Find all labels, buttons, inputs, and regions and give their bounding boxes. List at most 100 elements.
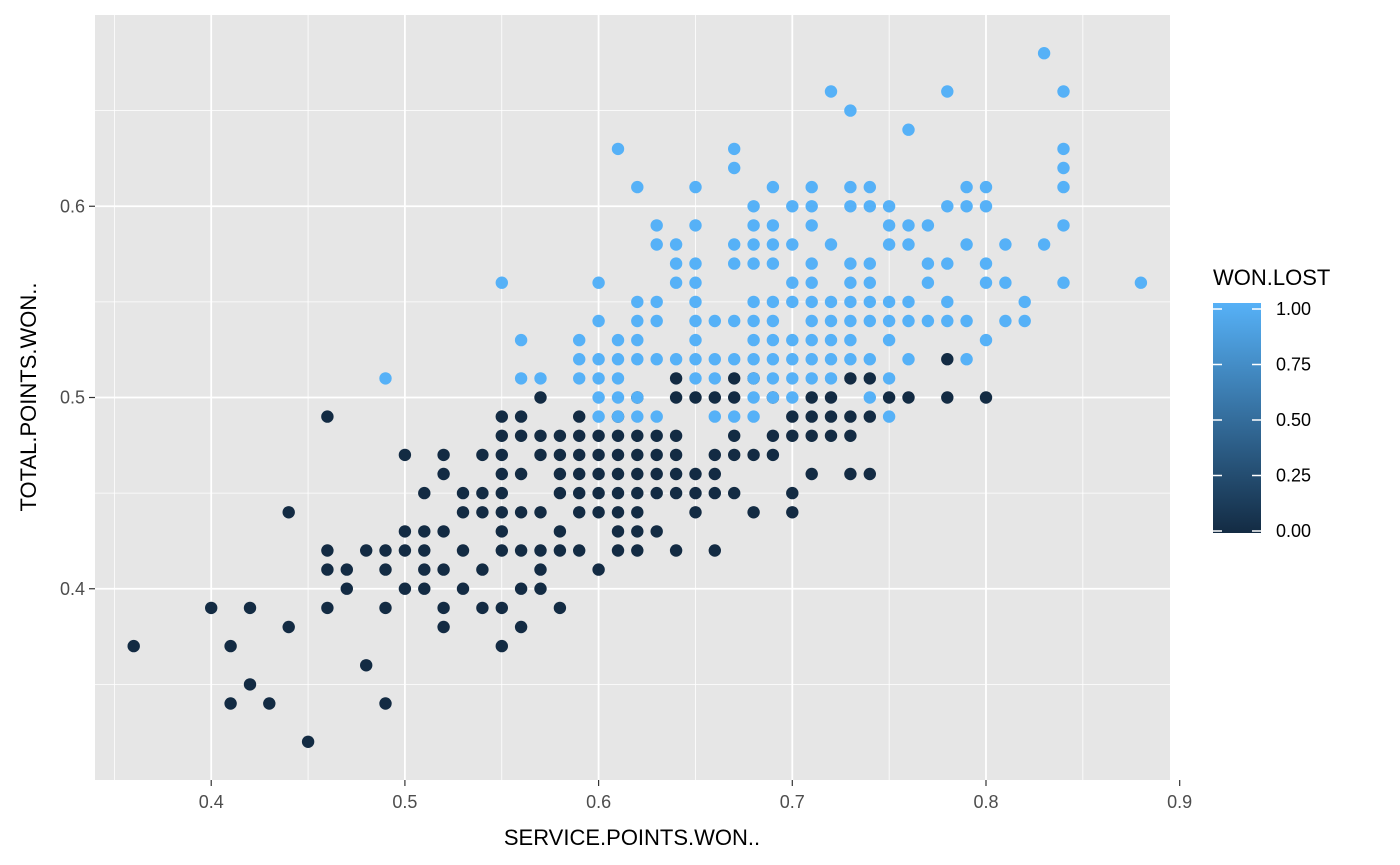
data-point-won (747, 333, 760, 347)
data-point-lost (456, 544, 470, 557)
data-point-lost (418, 525, 431, 538)
data-point-won (728, 353, 741, 366)
data-point-won (1057, 180, 1070, 194)
data-point-lost (476, 506, 489, 519)
data-point-lost (534, 582, 547, 595)
data-point-lost (669, 544, 683, 557)
data-point-lost (514, 467, 528, 481)
data-point-won (960, 353, 973, 366)
data-point-lost (592, 467, 605, 481)
data-point-lost (243, 601, 257, 615)
data-point-won (805, 276, 818, 289)
data-point-won (747, 410, 760, 423)
data-point-won (689, 180, 702, 194)
data-point-lost (708, 448, 721, 462)
data-point-lost (379, 697, 392, 710)
data-point-lost (573, 506, 586, 519)
data-point-lost (863, 372, 876, 385)
x-tick-label: 0.9 (1167, 792, 1192, 812)
data-point-won (592, 391, 605, 404)
data-point-won (689, 276, 702, 289)
data-point-won (1057, 219, 1070, 232)
data-point-won (650, 295, 663, 309)
data-point-lost (495, 601, 508, 615)
data-point-lost (553, 544, 567, 557)
data-point-lost (398, 525, 412, 538)
data-point-won (766, 238, 780, 251)
data-point-won (902, 219, 915, 232)
data-point-won (882, 314, 896, 328)
data-point-won (902, 123, 915, 136)
data-point-won (805, 295, 818, 309)
data-point-lost (747, 506, 760, 519)
data-point-won (979, 200, 993, 213)
data-point-lost (669, 391, 683, 404)
data-point-lost (476, 486, 489, 500)
data-point-lost (553, 525, 567, 538)
data-point-won (805, 219, 818, 232)
data-point-lost (708, 391, 721, 404)
data-point-lost (786, 506, 799, 519)
data-point-lost (514, 429, 528, 442)
data-point-won (650, 353, 663, 366)
legend-label: 0.50 (1276, 410, 1311, 430)
x-axis-title: SERVICE.POINTS.WON.. (504, 825, 760, 850)
data-point-lost (495, 639, 508, 653)
data-point-lost (863, 467, 876, 481)
data-point-lost (243, 678, 257, 691)
data-point-lost (844, 467, 857, 481)
data-point-lost (631, 448, 644, 462)
data-point-won (863, 276, 876, 289)
x-tick-label: 0.6 (586, 792, 611, 812)
data-point-won (902, 353, 915, 366)
data-point-lost (786, 429, 799, 442)
data-point-lost (553, 601, 567, 615)
data-point-won (573, 372, 586, 385)
data-point-won (766, 180, 780, 194)
data-point-lost (824, 410, 838, 423)
data-point-lost (669, 448, 683, 462)
data-point-won (631, 295, 644, 309)
data-point-lost (573, 448, 586, 462)
data-point-won (863, 295, 876, 309)
colorbar (1213, 303, 1261, 533)
data-point-lost (631, 506, 644, 519)
data-point-won (631, 180, 644, 194)
data-point-lost (902, 391, 915, 404)
data-point-won (611, 333, 625, 347)
data-point-won (514, 372, 528, 385)
data-point-won (708, 353, 721, 366)
data-point-won (766, 219, 780, 232)
data-point-won (728, 314, 741, 328)
data-point-won (979, 276, 993, 289)
data-point-lost (360, 659, 373, 672)
data-point-won (728, 161, 741, 175)
data-point-lost (728, 486, 741, 500)
x-tick-label: 0.5 (392, 792, 417, 812)
data-point-lost (224, 697, 237, 710)
data-point-lost (689, 391, 702, 404)
data-point-lost (650, 525, 663, 538)
y-tick-label: 0.5 (60, 388, 85, 408)
legend-labels: 1.00 0.75 0.50 0.25 0.00 (1213, 299, 1311, 541)
data-point-won (379, 372, 392, 385)
data-point-won (844, 295, 857, 309)
data-point-won (786, 200, 799, 213)
data-point-lost (611, 467, 625, 481)
data-point-lost (495, 506, 508, 519)
data-point-lost (573, 410, 586, 423)
data-point-won (631, 314, 644, 328)
data-point-lost (631, 544, 644, 557)
data-point-lost (456, 506, 470, 519)
data-point-lost (321, 410, 334, 423)
data-point-won (1037, 47, 1051, 60)
data-point-won (1037, 238, 1051, 251)
legend-label: 0.00 (1276, 521, 1311, 541)
data-point-won (824, 85, 838, 98)
data-point-lost (418, 563, 431, 576)
data-point-lost (728, 391, 741, 404)
data-point-won (1057, 142, 1070, 156)
data-point-lost (611, 525, 625, 538)
data-point-lost (301, 735, 315, 748)
data-point-won (747, 353, 760, 366)
